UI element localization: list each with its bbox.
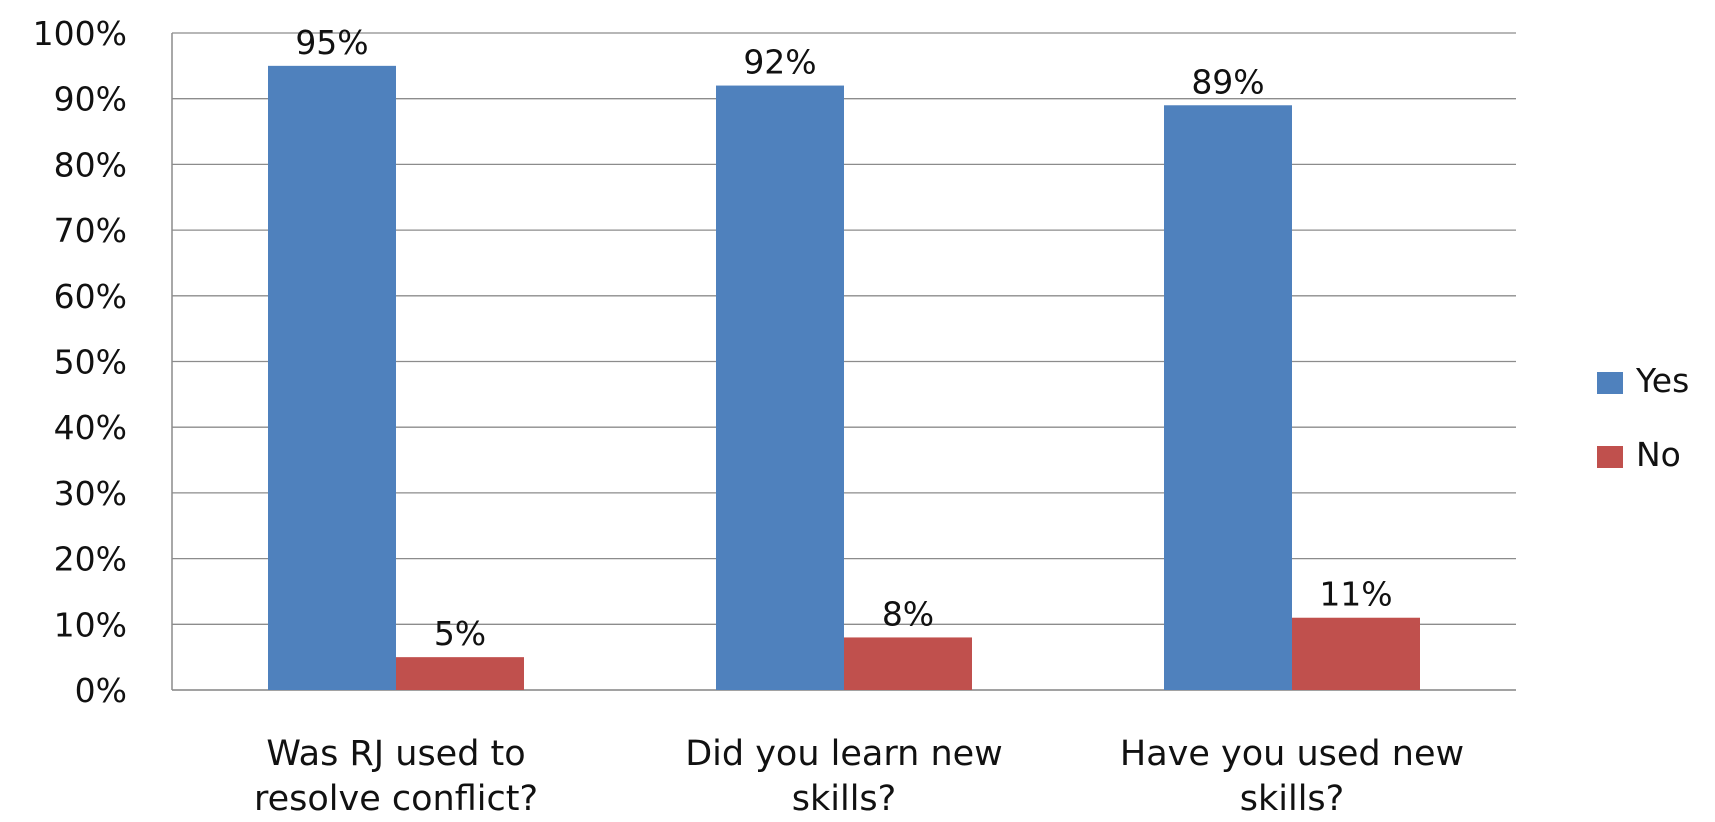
y-tick-label: 100%: [33, 14, 127, 53]
y-axis-tick-labels: 0% 10% 20% 30% 40% 50% 60% 70% 80% 90% 100%: [33, 14, 127, 710]
x-tick-label: skills?: [792, 779, 897, 818]
bar-no: [1292, 617, 1420, 690]
legend-label-yes: Yes: [1635, 361, 1689, 400]
data-label-yes: 95%: [295, 23, 368, 62]
data-label-no: 11%: [1319, 575, 1392, 614]
data-label-yes: 92%: [743, 43, 816, 82]
bar-yes: [268, 65, 396, 691]
bar-yes: [716, 85, 844, 690]
bars: [268, 65, 1420, 691]
y-tick-label: 90%: [54, 80, 127, 119]
bar-yes: [1164, 105, 1292, 690]
data-labels: 95% 92% 89% 5% 8% 11%: [295, 23, 1392, 653]
x-axis-tick-labels: Was RJ used to resolve conflict? Did you l…: [254, 734, 1464, 819]
bar-no: [844, 637, 972, 690]
y-tick-label: 0%: [75, 671, 127, 710]
y-tick-label: 30%: [54, 474, 127, 513]
y-tick-label: 20%: [54, 540, 127, 579]
y-tick-label: 10%: [54, 605, 127, 644]
x-tick-label: resolve conflict?: [254, 779, 538, 818]
legend-swatch-no: [1597, 446, 1623, 468]
x-tick-label: Have you used new: [1120, 734, 1464, 774]
legend: Yes No: [1597, 361, 1689, 474]
y-tick-label: 60%: [54, 277, 127, 316]
x-tick-label: Did you learn new: [685, 734, 1003, 774]
data-label-no: 8%: [882, 594, 934, 633]
data-label-no: 5%: [434, 614, 486, 653]
legend-swatch-yes: [1597, 372, 1623, 394]
y-tick-label: 40%: [54, 408, 127, 447]
x-tick-label: skills?: [1240, 779, 1345, 818]
legend-label-no: No: [1636, 435, 1681, 474]
y-tick-label: 80%: [54, 145, 127, 184]
y-tick-label: 70%: [54, 211, 127, 250]
y-tick-label: 50%: [54, 343, 127, 382]
x-tick-label: Was RJ used to: [266, 734, 525, 774]
data-label-yes: 89%: [1191, 62, 1264, 101]
bar-no: [396, 657, 524, 690]
